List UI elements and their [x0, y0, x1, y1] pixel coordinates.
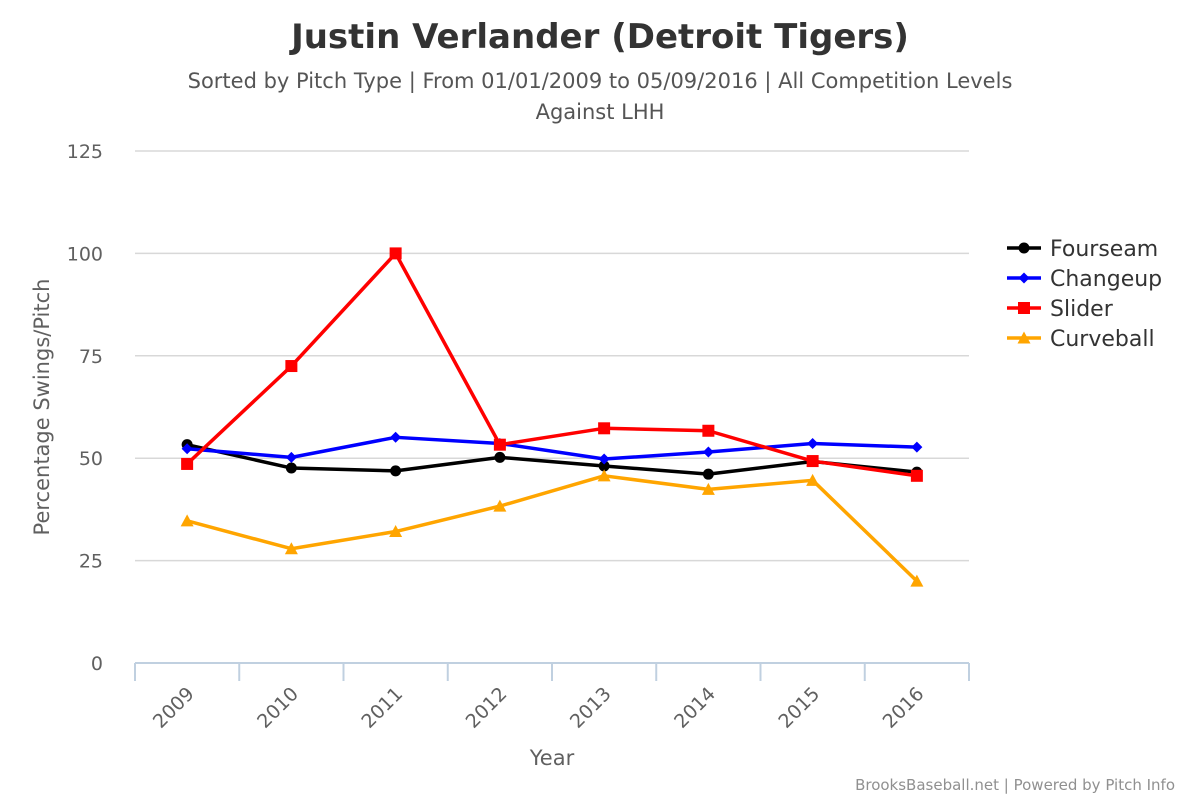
x-tick-label: 2016 [879, 683, 929, 733]
data-point-fourseam[interactable] [390, 465, 402, 477]
data-point-fourseam[interactable] [285, 462, 297, 474]
data-point-curveball[interactable] [806, 473, 820, 486]
data-point-curveball[interactable] [284, 542, 298, 555]
data-point-slider[interactable] [806, 455, 819, 468]
x-tick-label: 2009 [149, 683, 199, 733]
data-point-curveball[interactable] [493, 499, 507, 512]
legend-item-changeup[interactable]: Changeup [1007, 267, 1162, 292]
data-point-changeup[interactable] [911, 441, 923, 453]
y-tick-label: 100 [67, 243, 103, 265]
x-tick-label: 2013 [566, 683, 616, 733]
data-point-fourseam[interactable] [494, 451, 506, 463]
legend-item-slider[interactable]: Slider [1007, 297, 1114, 322]
legend-label-fourseam: Fourseam [1050, 237, 1158, 262]
legend-label-curveball: Curveball [1050, 327, 1155, 352]
legend-item-curveball[interactable]: Curveball [1007, 327, 1155, 352]
legend-marker-curveball [1017, 331, 1031, 344]
chart-credits[interactable]: BrooksBaseball.net | Powered by Pitch In… [855, 776, 1175, 794]
series-group [180, 247, 924, 587]
y-axis-label: Percentage Swings/Pitch [30, 279, 54, 536]
y-tick-label: 50 [79, 448, 103, 470]
series-line-curveball[interactable] [185, 474, 919, 583]
series-slider [181, 247, 923, 482]
x-tick-label: 2011 [357, 683, 407, 733]
x-axis: 2009 2010 2011 2012 2013 2014 2015 2016 [134, 662, 970, 733]
series-curveball [180, 469, 924, 587]
legend-label-slider: Slider [1050, 297, 1114, 322]
x-tick-label: 2014 [670, 683, 720, 733]
y-axis: 0 25 50 75 100 125 [67, 141, 103, 675]
data-point-changeup[interactable] [598, 453, 610, 465]
y-tick-label: 0 [91, 653, 103, 675]
x-tick-label: 2010 [253, 683, 303, 733]
series-changeup [181, 431, 923, 465]
data-point-fourseam[interactable] [598, 460, 610, 472]
legend-marker-changeup [1018, 272, 1030, 284]
series-line-fourseam[interactable] [185, 442, 919, 476]
grid-lines [135, 150, 969, 562]
chart-subtitle-line1: Sorted by Pitch Type | From 01/01/2009 t… [188, 69, 1013, 94]
data-point-changeup[interactable] [702, 446, 714, 458]
data-point-curveball[interactable] [597, 469, 611, 482]
series-line-slider[interactable] [185, 251, 919, 478]
data-point-slider[interactable] [910, 469, 923, 482]
data-point-slider[interactable] [598, 422, 611, 435]
chart-subtitle-line2: Against LHH [536, 100, 665, 124]
data-point-fourseam[interactable] [702, 468, 714, 480]
data-point-slider[interactable] [389, 247, 402, 260]
data-point-slider[interactable] [702, 424, 715, 437]
legend[interactable]: Fourseam Changeup Slider Curveball [1007, 237, 1162, 352]
data-point-slider[interactable] [493, 438, 506, 451]
legend-label-changeup: Changeup [1050, 267, 1162, 292]
x-axis-label: Year [529, 746, 575, 770]
data-point-curveball[interactable] [180, 514, 194, 527]
data-point-slider[interactable] [181, 457, 194, 470]
legend-marker-fourseam [1018, 242, 1030, 254]
legend-item-fourseam[interactable]: Fourseam [1007, 237, 1158, 262]
y-tick-label: 25 [79, 551, 103, 573]
data-point-curveball[interactable] [910, 574, 924, 587]
legend-marker-slider [1018, 302, 1030, 314]
data-point-curveball[interactable] [701, 482, 715, 495]
y-tick-label: 125 [67, 141, 103, 163]
x-tick-label: 2012 [462, 683, 512, 733]
data-point-changeup[interactable] [181, 443, 193, 455]
data-point-curveball[interactable] [389, 525, 403, 538]
data-point-slider[interactable] [285, 360, 298, 373]
data-point-changeup[interactable] [390, 431, 402, 443]
series-line-changeup[interactable] [185, 435, 919, 461]
data-point-changeup[interactable] [285, 451, 297, 463]
x-tick-label: 2015 [774, 683, 824, 733]
data-point-changeup[interactable] [807, 437, 819, 449]
chart-title: Justin Verlander (Detroit Tigers) [289, 17, 909, 57]
y-tick-label: 75 [79, 346, 103, 368]
